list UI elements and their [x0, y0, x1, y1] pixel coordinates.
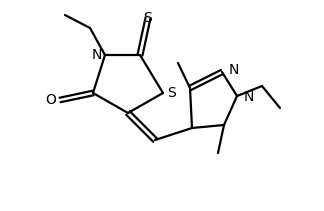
Text: O: O — [46, 93, 56, 107]
Text: N: N — [244, 90, 254, 104]
Text: S: S — [168, 86, 176, 100]
Text: N: N — [229, 63, 239, 77]
Text: S: S — [144, 11, 152, 25]
Text: N: N — [92, 48, 102, 62]
